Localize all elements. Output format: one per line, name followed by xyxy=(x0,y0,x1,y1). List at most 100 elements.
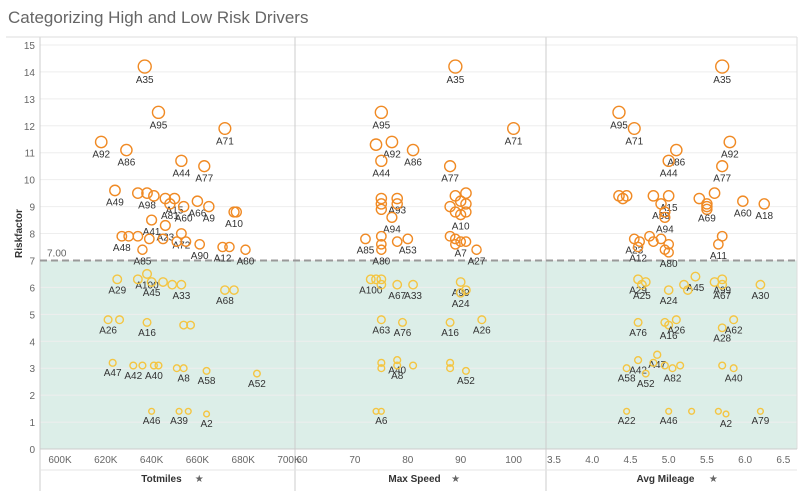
data-label: A23 xyxy=(625,246,643,257)
data-label: A23 xyxy=(156,232,174,243)
data-point xyxy=(649,358,658,367)
data-label: A94 xyxy=(656,224,674,235)
data-point xyxy=(653,350,662,359)
data-point xyxy=(690,271,701,282)
data-point xyxy=(627,121,641,136)
data-point xyxy=(461,366,470,375)
data-point xyxy=(252,369,261,378)
data-label: A62 xyxy=(725,326,743,337)
y-tick-label: 10 xyxy=(24,176,36,187)
data-label: A90 xyxy=(191,251,209,262)
data-point xyxy=(659,211,671,223)
data-point xyxy=(507,121,521,136)
x-tick-label: 600K xyxy=(48,455,72,466)
data-label: A76 xyxy=(629,328,647,339)
data-point xyxy=(228,206,240,218)
data-point xyxy=(365,274,376,285)
x-tick-label: 680K xyxy=(232,455,256,466)
data-label: A35 xyxy=(446,75,464,86)
data-label: A79 xyxy=(752,416,770,427)
data-point xyxy=(449,233,461,245)
data-point xyxy=(198,160,211,173)
pin-icon: ★ xyxy=(451,474,460,485)
data-label: A95 xyxy=(610,120,628,131)
data-point xyxy=(612,105,626,120)
data-point xyxy=(132,274,143,285)
data-label: A58 xyxy=(198,376,216,387)
data-label: A93 xyxy=(388,206,406,217)
data-label: A80 xyxy=(237,256,255,267)
data-label: A67 xyxy=(713,291,731,302)
data-point xyxy=(376,315,386,325)
data-point xyxy=(176,279,187,290)
data-point xyxy=(397,317,408,327)
data-label: A45 xyxy=(687,283,705,294)
data-point xyxy=(141,187,153,199)
x-tick-label: 5.5 xyxy=(700,455,714,466)
data-label: A52 xyxy=(248,379,266,390)
data-label: A22 xyxy=(618,416,636,427)
data-point xyxy=(375,198,388,210)
data-point xyxy=(622,364,631,373)
data-label: A35 xyxy=(136,75,154,86)
data-point xyxy=(634,236,645,247)
data-label: A8 xyxy=(178,374,191,385)
y-tick-label: 6 xyxy=(29,283,35,294)
data-point xyxy=(194,238,206,250)
data-point xyxy=(375,154,388,168)
data-label: A15 xyxy=(166,206,184,217)
data-point xyxy=(141,268,153,279)
data-point xyxy=(377,358,386,367)
data-point xyxy=(701,198,713,210)
data-label: A11 xyxy=(710,251,727,262)
chart-panels: 600K 620K 640K 660K 680K 700K Totmiles ★ A35 A95 A… xyxy=(48,59,791,485)
data-label: A25 xyxy=(633,291,651,302)
data-point xyxy=(723,135,737,149)
data-point xyxy=(693,192,706,205)
data-label: A82 xyxy=(664,374,682,385)
data-point xyxy=(408,361,418,370)
data-point xyxy=(148,407,156,415)
data-point xyxy=(709,277,720,287)
data-label: A76 xyxy=(394,328,412,339)
data-point xyxy=(443,160,457,173)
data-label: A24 xyxy=(452,299,470,310)
data-label: A35 xyxy=(713,75,731,86)
data-label: A44 xyxy=(372,168,390,179)
data-point xyxy=(164,198,176,210)
y-tick-label: 14 xyxy=(24,68,36,79)
data-point xyxy=(120,143,133,157)
data-point xyxy=(445,317,455,327)
data-point xyxy=(668,364,677,373)
data-point xyxy=(715,59,730,74)
y-axis-label: Riskfactor xyxy=(14,209,25,258)
data-point xyxy=(116,230,128,242)
data-point xyxy=(132,230,144,242)
data-label: A42 xyxy=(629,366,647,377)
data-point xyxy=(676,361,685,370)
data-point xyxy=(633,355,643,365)
data-point xyxy=(217,241,228,253)
data-point xyxy=(138,361,147,370)
data-point xyxy=(647,189,660,202)
data-point xyxy=(186,320,196,330)
data-point xyxy=(191,195,204,207)
panel-avg-mileage: 3.5 4.0 4.5 5.0 5.5 6.0 6.5 Avg Mileage ★ A35 A95 A… xyxy=(547,59,791,485)
data-point xyxy=(663,285,674,295)
data-point xyxy=(460,187,472,199)
data-point xyxy=(112,274,123,285)
data-point xyxy=(376,244,387,255)
data-point xyxy=(376,238,387,250)
data-label: A7 xyxy=(455,248,468,259)
data-label: A52 xyxy=(457,376,475,387)
x-tick-label: 660K xyxy=(186,455,210,466)
data-point xyxy=(644,230,655,242)
data-point xyxy=(455,287,466,298)
data-point xyxy=(633,317,643,327)
data-point xyxy=(393,361,402,370)
data-point xyxy=(376,274,387,285)
data-point xyxy=(146,214,158,226)
data-label: A45 xyxy=(143,288,161,299)
data-point xyxy=(149,361,158,370)
x-tick-label: 6.5 xyxy=(776,455,790,466)
